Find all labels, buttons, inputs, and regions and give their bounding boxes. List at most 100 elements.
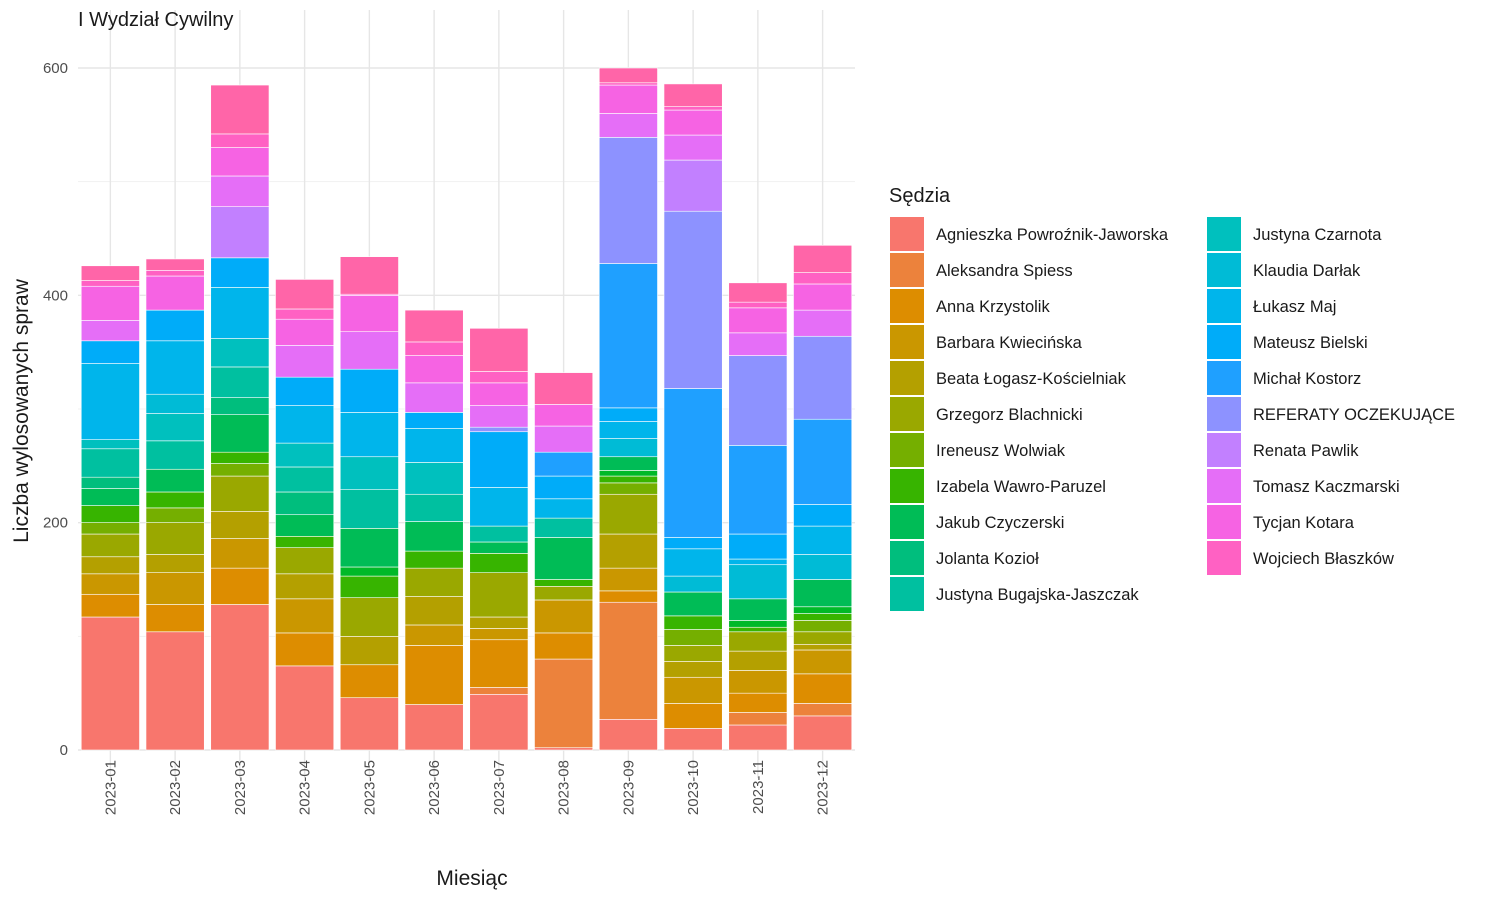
bar-segment — [339, 295, 399, 333]
bar-segment — [534, 425, 594, 453]
bar-segment — [210, 510, 270, 539]
y-tick-label: 600 — [43, 60, 68, 77]
bar-segment — [728, 620, 788, 628]
bar-segment — [80, 522, 140, 535]
bar-segment — [663, 661, 723, 678]
bar-segment — [793, 643, 853, 651]
bar-segment — [728, 626, 788, 633]
bar-segment — [275, 308, 335, 320]
legend-swatch — [890, 253, 924, 287]
bar-segment — [275, 536, 335, 548]
bar-segment — [145, 270, 205, 277]
bar-segment — [534, 517, 594, 538]
bar-segment — [404, 462, 464, 495]
bar-segment — [145, 604, 205, 633]
bar-segment — [793, 525, 853, 555]
bar-segment — [145, 507, 205, 523]
bar-segment — [598, 533, 658, 569]
bar-segment — [80, 439, 140, 450]
bar-segment — [275, 665, 335, 751]
bar-segment — [728, 558, 788, 566]
legend-swatch — [1207, 253, 1241, 287]
bar-segment — [145, 309, 205, 342]
legend: Sędzia Agnieszka Powroźnik-Jaworska Aleks… — [889, 185, 1455, 611]
bar-segment — [598, 719, 658, 751]
bar-segment — [534, 747, 594, 751]
bar-segment — [275, 573, 335, 600]
bar-segment — [404, 550, 464, 569]
bar-segment — [145, 340, 205, 395]
bar-segment — [598, 113, 658, 138]
bar-segment — [534, 599, 594, 634]
bar-segment — [80, 340, 140, 364]
bar-segment — [598, 407, 658, 422]
legend-swatch — [1207, 289, 1241, 323]
bar-segment — [275, 318, 335, 346]
bar-segment — [404, 624, 464, 646]
bar-segment — [80, 280, 140, 287]
bar-segment — [728, 332, 788, 356]
bar-segment — [404, 412, 464, 429]
bar-segment — [210, 475, 270, 512]
bar-segment — [728, 445, 788, 535]
bar-segment — [598, 475, 658, 484]
bar-segment — [275, 632, 335, 667]
legend-swatch — [890, 577, 924, 611]
bar-segment — [210, 147, 270, 177]
bar-segment — [339, 489, 399, 529]
bar-segment — [339, 368, 399, 413]
bar-segment — [728, 282, 788, 303]
bar-segment — [728, 670, 788, 694]
bar-segment — [275, 345, 335, 378]
bar-segment — [275, 376, 335, 406]
bar-segment — [663, 591, 723, 617]
bar-segment — [275, 598, 335, 634]
bar-segment — [145, 258, 205, 271]
legend-title: Sędzia — [889, 185, 951, 207]
bar-segment — [469, 639, 529, 688]
bar-segment — [469, 687, 529, 695]
bar-segment — [339, 575, 399, 598]
bar-segment — [728, 650, 788, 671]
legend-label: Klaudia Darłak — [1253, 262, 1361, 280]
bar-segment — [793, 613, 853, 621]
bar-segment — [663, 210, 723, 389]
bar-segment — [80, 505, 140, 523]
bar-segment — [80, 573, 140, 595]
bar-segment — [80, 320, 140, 342]
x-tick-label: 2023-03 — [232, 760, 249, 815]
legend-swatch — [890, 469, 924, 503]
bar-segment — [598, 438, 658, 458]
bar-segment — [728, 712, 788, 726]
bar-segment — [793, 606, 853, 614]
legend-swatch — [890, 397, 924, 431]
bar-segment — [728, 355, 788, 446]
bar-segment — [598, 482, 658, 495]
bar-segment — [339, 331, 399, 370]
bar-segment — [80, 616, 140, 751]
bar-segment — [663, 615, 723, 630]
bar-segment — [469, 431, 529, 488]
bar-segment — [210, 84, 270, 135]
legend-label: Justyna Czarnota — [1253, 226, 1382, 244]
bar-segment — [210, 338, 270, 368]
legend-label: Justyna Bugajska-Jaszczak — [936, 586, 1139, 604]
bar-segment — [404, 382, 464, 413]
bar-segment — [793, 245, 853, 273]
bar-segment — [793, 309, 853, 337]
legend-swatch — [1207, 325, 1241, 359]
bar-segment — [728, 724, 788, 751]
legend-label: Renata Pawlik — [1253, 442, 1359, 460]
legend-swatch — [1207, 469, 1241, 503]
legend-swatch — [890, 325, 924, 359]
bar-segment — [404, 704, 464, 751]
bar-segment — [728, 598, 788, 621]
bar-segment — [663, 109, 723, 136]
bar-segment — [663, 703, 723, 729]
bar-segment — [339, 697, 399, 751]
bar-segment — [469, 487, 529, 527]
legend-label: Beata Łogasz-Kościelniak — [936, 370, 1127, 388]
legend-swatch — [1207, 397, 1241, 431]
bar-segment — [728, 533, 788, 560]
